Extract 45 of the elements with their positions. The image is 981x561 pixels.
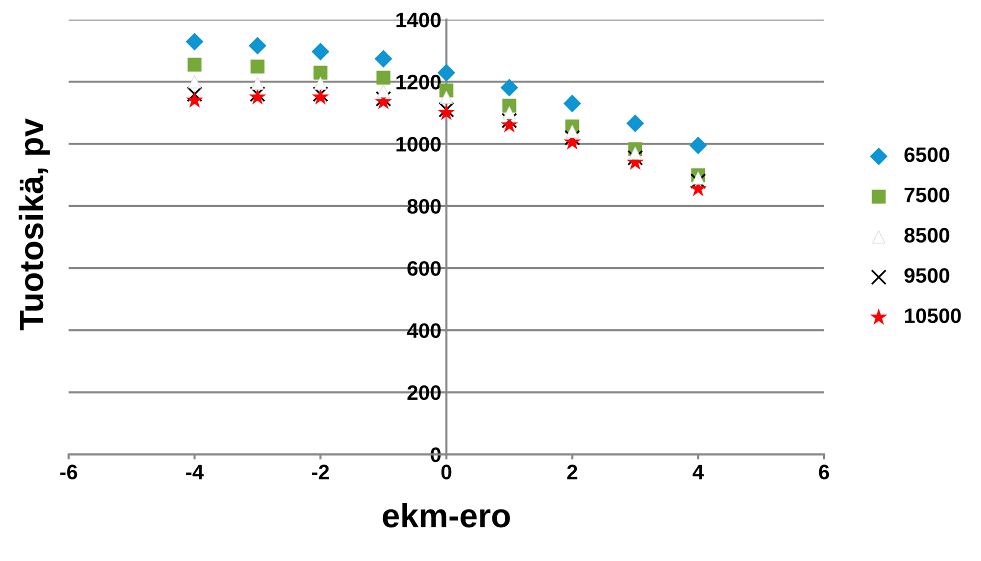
legend-label: 7500 bbox=[904, 188, 950, 202]
legend-label: 8500 bbox=[904, 228, 950, 243]
point bbox=[626, 114, 644, 132]
point bbox=[188, 58, 202, 72]
y-tick-label: 200 bbox=[407, 385, 441, 400]
point bbox=[376, 70, 390, 85]
y-tick-label: 400 bbox=[407, 323, 441, 338]
y-axis-title: Tuotosikä, pv bbox=[18, 118, 50, 330]
point bbox=[376, 84, 390, 98]
point bbox=[186, 32, 204, 51]
legend-label: 10500 bbox=[905, 308, 961, 324]
point bbox=[186, 86, 202, 102]
point bbox=[566, 124, 579, 138]
y-tick-label: 1400 bbox=[396, 12, 441, 28]
point bbox=[628, 146, 642, 160]
x-axis-title: ekm-ero bbox=[382, 502, 510, 528]
y-tick-label: 600 bbox=[408, 261, 441, 276]
point bbox=[250, 60, 264, 74]
x-tick-label: -6 bbox=[60, 464, 78, 480]
legend-label: 6500 bbox=[904, 147, 950, 162]
legend-label: 9500 bbox=[904, 268, 950, 283]
y-tick-label: 800 bbox=[407, 198, 441, 214]
point bbox=[186, 91, 204, 108]
point bbox=[312, 42, 330, 60]
x-tick-label: 4 bbox=[692, 464, 704, 480]
point bbox=[501, 112, 518, 128]
point bbox=[563, 94, 582, 112]
point bbox=[314, 66, 328, 80]
y-tick-label: 1200 bbox=[396, 74, 441, 90]
point bbox=[440, 90, 453, 104]
y-tick-label: 1000 bbox=[396, 136, 441, 152]
point bbox=[690, 173, 706, 189]
point bbox=[627, 150, 644, 166]
x-tick-label: -4 bbox=[186, 464, 204, 480]
x-tick-label: -2 bbox=[312, 464, 329, 480]
point bbox=[564, 130, 580, 146]
x-tick-label: 0 bbox=[441, 464, 452, 480]
x-tick-label: 6 bbox=[819, 464, 830, 480]
point bbox=[248, 36, 266, 55]
point bbox=[374, 50, 392, 68]
point bbox=[692, 171, 705, 185]
x-tick-label: 2 bbox=[567, 464, 578, 480]
point bbox=[500, 78, 518, 96]
point bbox=[689, 136, 707, 154]
point bbox=[502, 106, 516, 120]
